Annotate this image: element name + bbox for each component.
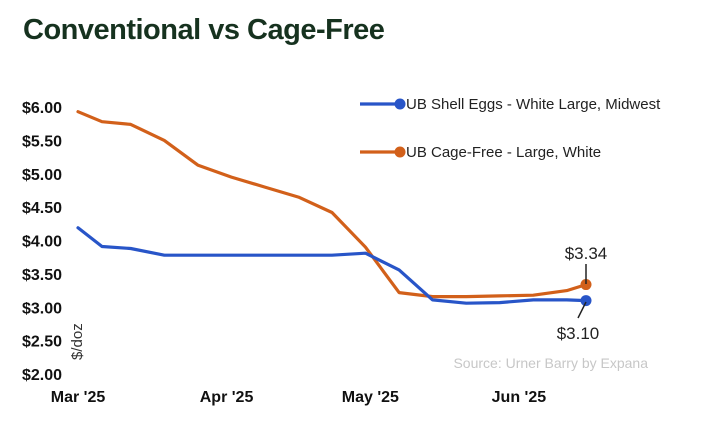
x-tick-label: Apr '25 — [200, 389, 254, 406]
y-axis-label: $/doz — [69, 323, 86, 360]
y-axis-ticks: $2.00 $2.50 $3.00 $3.50 $4.00 $4.50 $5.00 $5.50… — [22, 100, 62, 384]
legend-swatch-marker — [394, 98, 406, 110]
legend-label: UB Cage-Free - Large, White — [406, 144, 601, 161]
source-note: Source: Urner Barry by Expana — [453, 355, 648, 371]
y-tick-label: $5.50 — [22, 133, 62, 150]
callout-cage-free-label: $3.34 — [565, 244, 608, 263]
callout-cage-free: $3.34 — [565, 244, 608, 284]
x-tick-label: Mar '25 — [51, 389, 106, 406]
chart-title: Conventional vs Cage-Free — [23, 14, 385, 46]
y-tick-label: $4.50 — [22, 200, 62, 217]
y-tick-label: $2.50 — [22, 334, 62, 351]
y-tick-label: $5.00 — [22, 167, 62, 184]
y-tick-label: $6.00 — [22, 100, 62, 117]
x-tick-label: Jun '25 — [492, 389, 547, 406]
legend-swatch-marker — [394, 146, 406, 158]
y-tick-label: $3.00 — [22, 300, 62, 317]
y-tick-label: $3.50 — [22, 267, 62, 284]
y-tick-label: $4.00 — [22, 234, 62, 251]
y-tick-label: $2.00 — [22, 367, 62, 384]
callout-shell-label: $3.10 — [557, 324, 600, 343]
legend: UB Shell Eggs - White Large, Midwest UB C… — [360, 96, 661, 161]
series-line — [76, 110, 588, 299]
callout-shell-leader — [577, 301, 587, 319]
x-tick-label: May '25 — [342, 389, 399, 406]
series-lines — [76, 110, 592, 307]
series-end-marker — [580, 295, 592, 307]
legend-label: UB Shell Eggs - White Large, Midwest — [406, 96, 661, 113]
x-axis-ticks: Mar '25 Apr '25 May '25 Jun '25 — [51, 389, 546, 406]
legend-item: UB Cage-Free - Large, White — [360, 144, 601, 161]
series-line — [76, 226, 588, 305]
series-end-marker — [580, 279, 592, 291]
callout-shell: $3.10 — [557, 301, 600, 343]
legend-item: UB Shell Eggs - White Large, Midwest — [360, 96, 661, 113]
